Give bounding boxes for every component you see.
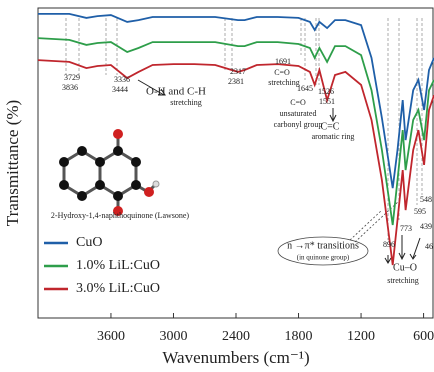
annotation: 2317 [230,67,246,76]
annotation: n →π* transitions [287,240,359,251]
annotation: 1526 [318,87,334,96]
x-tick-label: 3600 [97,329,125,344]
annotation: 3836 [62,83,78,92]
annotation: 773 [400,224,412,233]
annotation: C=O [290,98,306,107]
annotation: carbonyl group [274,120,323,129]
annotation: (in quinone group) [297,254,350,262]
annotation: Cu–O [393,262,417,273]
x-tick-label: 1200 [347,329,375,344]
annotation: 1691 [275,57,291,66]
x-tick-label: 1800 [285,329,313,344]
legend-label: CuO [76,235,102,250]
chart: Transmittance (%) Wavenumbers (cm⁻¹) 360… [0,0,434,372]
annotation: 3336 [114,75,130,84]
annotation: 3729 [64,73,80,82]
annotation: stretching [268,78,300,87]
annotation: 3444 [112,85,128,94]
x-tick-label: 600 [413,329,434,344]
annotation: 595 [414,207,426,216]
annotation: 1551 [319,97,335,106]
legend-label: 1.0% LiL:CuO [76,258,160,273]
annotation: unsaturated [280,109,317,118]
annotation: 896 [383,240,395,249]
annotation: stretching [170,98,202,107]
annotation: 46 [425,242,433,251]
annotation: stretching [387,276,419,285]
x-axis-label: Wavenumbers (cm⁻¹) [162,348,309,367]
legend-label: 3.0% LiL:CuO [76,281,160,296]
annotation: C=O [274,68,290,77]
annotation: 2-Hydroxy-1,4-naphthoquinone (Lawsone) [51,211,190,220]
annotation: C=C [321,121,340,132]
annotation: 1645 [297,84,313,93]
y-axis-label: Transmittance (%) [3,100,22,226]
annotation: O-H and C-H [146,86,206,98]
annotation: 548 [420,195,432,204]
annotation: 439 [420,222,432,231]
molecule [59,129,159,216]
x-tick-label: 2400 [222,329,250,344]
annotation: 2381 [228,77,244,86]
x-tick-label: 3000 [159,329,187,344]
annotation: aromatic ring [312,132,355,141]
